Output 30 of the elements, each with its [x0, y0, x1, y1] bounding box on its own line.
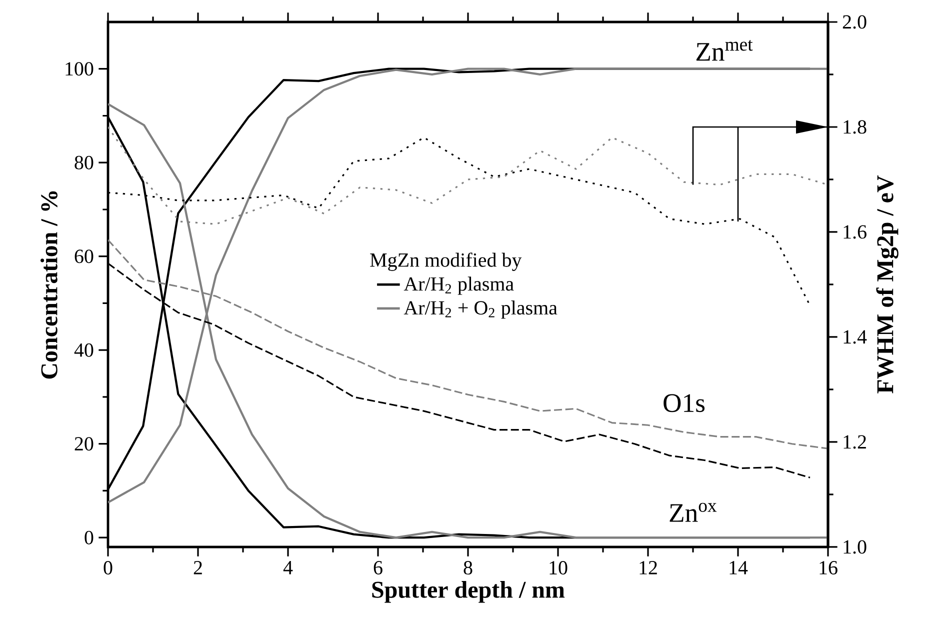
- y2-axis-title: FWHM of Mg2p / eV: [876, 175, 898, 394]
- y-tick-label: 40: [74, 343, 94, 357]
- legend-label: Ar/H$_{2}$ + O$_{2}$ plasma: [404, 300, 558, 319]
- y-axis-title: Concentration / %: [40, 191, 58, 379]
- x-tick-label: 0: [104, 561, 112, 575]
- annotation: O1s: [664, 394, 705, 412]
- x-tick-label: 8: [464, 561, 472, 575]
- x-tick-label: 12: [640, 561, 657, 574]
- legend-label: Ar/H$_{2}$ plasma: [404, 276, 514, 295]
- x-tick-label: 6: [374, 561, 382, 574]
- y2-tick-label: 1.8: [844, 120, 866, 134]
- y-tick-label: 20: [74, 437, 94, 451]
- annotation: Zn$^{ox}$: [670, 502, 717, 522]
- annotation: Zn$^{met}$: [696, 40, 753, 61]
- x-tick-label: 10: [550, 561, 568, 575]
- y2-tick-label: 1.0: [844, 540, 866, 554]
- y-tick-label: 0: [84, 530, 94, 544]
- y2-tick-label: 2.0: [842, 15, 866, 29]
- x-tick-label: 16: [820, 561, 838, 574]
- x-tick-label: 4: [283, 561, 293, 574]
- y-tick-label: 100: [66, 62, 94, 76]
- y-tick-label: 80: [74, 156, 94, 170]
- x-axis-title: Sputter depth / nm: [372, 581, 565, 603]
- y2-tick-label: 1.6: [844, 225, 866, 239]
- y2-tick-label: 1.4: [844, 330, 867, 344]
- x-tick-label: 2: [194, 561, 202, 574]
- legend-title: MgZn modified by: [370, 252, 522, 271]
- x-tick-label: 14: [730, 561, 748, 574]
- y2-tick-label: 1.2: [844, 435, 866, 449]
- y-tick-label: 60: [74, 250, 94, 264]
